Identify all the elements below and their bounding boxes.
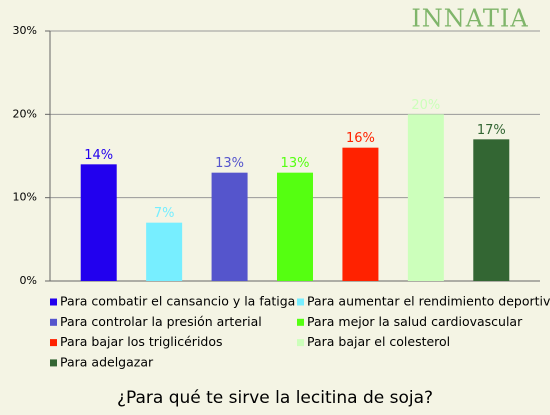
bar	[211, 172, 248, 281]
bar	[407, 114, 444, 281]
y-tick-label: 30%	[13, 24, 37, 37]
legend-swatch	[297, 298, 304, 306]
legend-label: Para bajar el colesterol	[307, 334, 450, 349]
logo: INNATIA	[411, 5, 528, 33]
value-label: 14%	[84, 148, 113, 163]
y-tick-label: 0%	[20, 274, 37, 287]
value-label: 16%	[346, 131, 375, 146]
bar	[277, 172, 313, 281]
legend-label: Para adelgazar	[60, 354, 154, 369]
legend-label: Para combatir el cansancio y la fatiga	[60, 294, 295, 309]
value-label: 20%	[411, 98, 440, 113]
bar	[80, 164, 117, 281]
y-tick-label: 10%	[13, 191, 37, 204]
legend-swatch	[50, 339, 57, 347]
legend-swatch	[50, 359, 57, 367]
bar	[146, 222, 183, 281]
value-label: 17%	[477, 123, 506, 138]
legend-swatch	[297, 339, 304, 347]
chart-title: ¿Para qué te sirve la lecitina de soja?	[117, 388, 433, 408]
legend-swatch	[50, 318, 57, 326]
legend-label: Para aumentar el rendimiento deportivo	[307, 294, 550, 309]
value-label: 7%	[154, 206, 175, 221]
y-tick-label: 20%	[13, 107, 37, 120]
legend-swatch	[297, 318, 304, 326]
legend-label: Para mejor la salud cardiovascular	[307, 314, 523, 329]
value-label: 13%	[215, 156, 244, 171]
legend-label: Para controlar la presión arterial	[60, 314, 262, 329]
bar	[473, 139, 510, 281]
legend-swatch	[50, 298, 57, 306]
bar	[342, 147, 379, 281]
legend-label: Para bajar los triglicéridos	[60, 334, 223, 349]
value-label: 13%	[281, 156, 310, 171]
